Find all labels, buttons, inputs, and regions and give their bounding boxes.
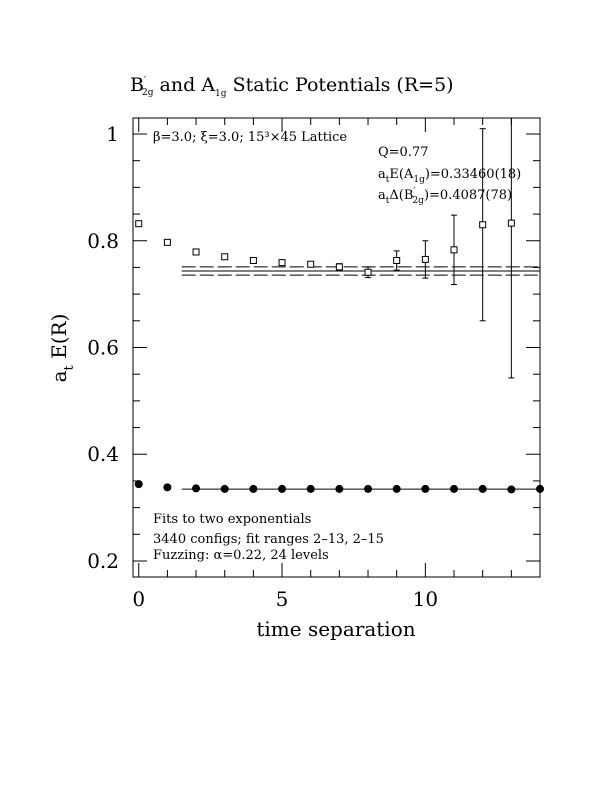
a1g-point [335,484,344,493]
b2g-point [393,257,401,265]
a1g-point [536,484,544,493]
b2g-point [135,220,143,228]
a1g-point [478,484,487,493]
fit-lines [181,266,540,490]
a1g-point [278,484,287,493]
a1g-point [421,484,430,493]
axis-ticks [133,118,541,577]
b2g-point [421,255,429,263]
a1g-point [306,484,315,493]
fits-annotation: Fits to two exponentials [153,512,311,527]
x-axis-label: time separation [256,617,415,641]
x-tick-label: 10 [413,587,438,611]
plot-frame [132,117,541,578]
y-tick-label: 0.4 [87,442,119,466]
b2g-point [221,253,229,261]
a1g-point [450,484,459,493]
energy-annotation: atE(A1g)=0.33460(18) [378,167,521,185]
a1g-point [192,484,201,493]
tick-labels: 0 5 10 0.2 0.4 0.6 0.8 1 [87,122,438,611]
x-tick-label: 5 [276,587,289,611]
b2g-point [192,248,200,256]
b2g-point [364,268,372,276]
fuzzing-annotation: Fuzzing: α=0.22, 24 levels [153,548,329,563]
lattice-annotation: β=3.0; ξ=3.0; 15³×45 Lattice [153,130,347,145]
y-tick-label: 0.8 [87,229,119,253]
y-axis-label: at E(R) [47,314,77,383]
b2g-point [249,257,257,265]
b2g-point [507,219,515,227]
y-tick-label: 1 [106,122,119,146]
a1g-point [220,484,229,493]
b2g-point [335,263,343,271]
y-tick-label: 0.2 [87,549,119,573]
q-annotation: Q=0.77 [378,145,429,160]
b2g-point [278,259,286,267]
chart-title: B′ 2g and A1g Static Potentials (R=5) [130,74,454,99]
b2g-point [163,238,171,246]
a1g-point [163,483,172,492]
a1g-point [364,484,373,493]
data-points [134,117,544,494]
a1g-point [249,484,258,493]
y-tick-label: 0.6 [87,336,119,360]
configs-annotation: 3440 configs; fit ranges 2–13, 2–15 [153,532,384,547]
b2g-point [479,221,487,229]
x-tick-label: 0 [132,587,145,611]
a1g-point [507,485,516,494]
b2g-point [450,246,458,254]
a1g-point [392,484,401,493]
b2g-point [307,260,315,268]
gap-annotation: atΔ(B′ 2g)=0.4087(78) [378,187,512,206]
a1g-point [134,480,143,489]
